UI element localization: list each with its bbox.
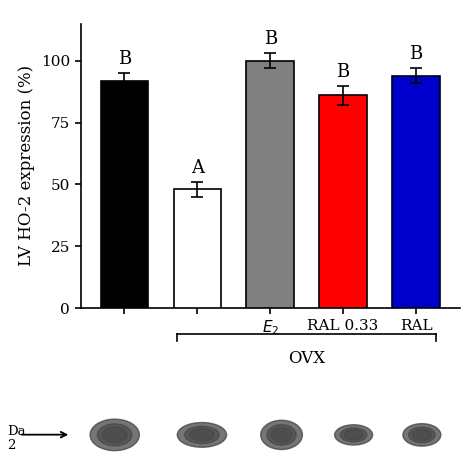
Ellipse shape: [403, 424, 441, 446]
Ellipse shape: [340, 428, 367, 442]
Bar: [246, 61, 294, 308]
Text: B: B: [118, 50, 131, 68]
Bar: [100, 81, 148, 308]
Y-axis label: LV HO-2 expression (%): LV HO-2 expression (%): [18, 65, 36, 266]
Text: B: B: [410, 46, 423, 63]
Ellipse shape: [90, 419, 139, 451]
Text: B: B: [337, 63, 350, 81]
Ellipse shape: [185, 426, 219, 444]
Text: 2: 2: [7, 439, 16, 452]
Ellipse shape: [271, 428, 292, 442]
Text: Da: Da: [7, 425, 26, 438]
Ellipse shape: [177, 422, 227, 447]
Ellipse shape: [335, 425, 373, 445]
Ellipse shape: [102, 427, 127, 443]
Ellipse shape: [261, 420, 302, 449]
Ellipse shape: [409, 427, 435, 443]
Ellipse shape: [98, 424, 132, 446]
Bar: [319, 95, 367, 308]
Ellipse shape: [267, 425, 296, 445]
Bar: [173, 190, 221, 308]
Ellipse shape: [190, 428, 214, 441]
Text: OVX: OVX: [288, 350, 325, 367]
Text: A: A: [191, 159, 204, 177]
Text: B: B: [264, 30, 277, 48]
Ellipse shape: [344, 430, 363, 440]
Bar: [392, 76, 440, 308]
Ellipse shape: [412, 429, 431, 440]
